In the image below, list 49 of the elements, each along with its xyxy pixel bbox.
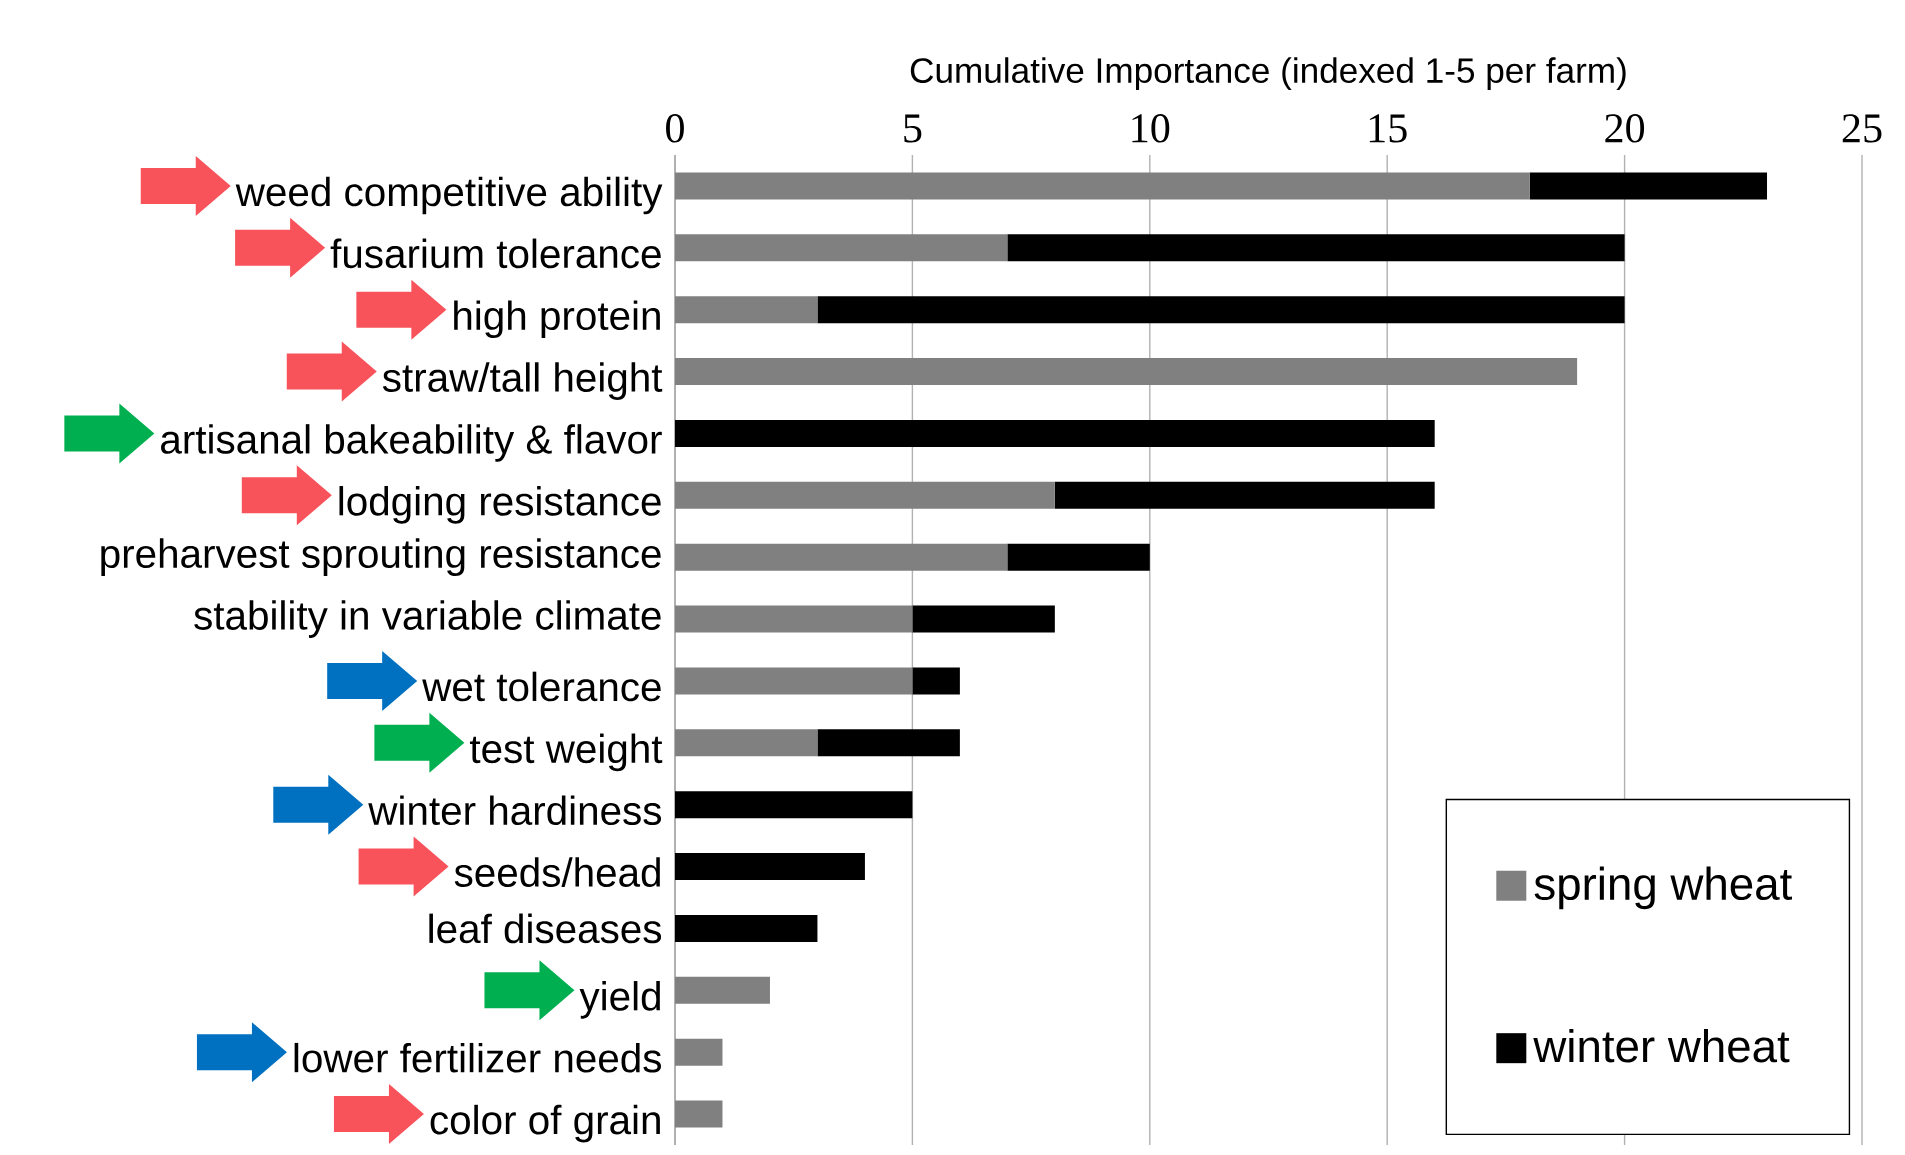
legend-label: winter wheat [1533, 1028, 1790, 1063]
y-tick-label: weed competitive ability [235, 176, 663, 215]
bar [1007, 234, 1625, 262]
y-tick-label: high protein [454, 300, 660, 339]
bar [675, 296, 818, 324]
x-tick-label: 20 [1605, 114, 1645, 143]
bar [675, 605, 913, 633]
y-tick-label: wet tolerance [422, 671, 661, 702]
legend-label: spring wheat [1534, 866, 1792, 910]
bar [675, 976, 770, 1004]
y-tick-label: straw/tall height [382, 362, 663, 400]
x-tick-label: 5 [904, 114, 922, 143]
bar [675, 481, 1055, 509]
bar [675, 172, 1530, 200]
y-tick-label: seeds/head [454, 857, 660, 887]
bar [817, 729, 960, 757]
bar [1054, 481, 1435, 509]
y-tick-label: preharvest sprouting resistance [101, 538, 661, 577]
bar [912, 667, 960, 695]
y-tick-label: winter hardiness [368, 795, 662, 826]
bar [675, 729, 818, 757]
bar [675, 234, 1008, 262]
bar [675, 791, 913, 819]
x-tick-label: 15 [1369, 114, 1407, 143]
bar [675, 1038, 723, 1066]
y-tick-label: test weight [469, 733, 663, 772]
x-tick-label: 10 [1132, 114, 1170, 143]
y-tick-label: fusarium tolerance [330, 238, 661, 269]
y-tick-label: lodging resistance [339, 486, 661, 524]
y-tick-label: yield [579, 981, 660, 1019]
y-tick-label: artisanal bakeability & flavor [161, 424, 662, 462]
bar [675, 358, 1578, 386]
bar [675, 853, 865, 881]
bar [675, 419, 1435, 447]
x-tick-label: 0 [666, 114, 684, 143]
bar [675, 1100, 723, 1128]
y-tick-label: color of grain [430, 1104, 660, 1143]
x-tick-label: 25 [1842, 114, 1882, 143]
y-tick-label: leaf diseases [429, 913, 662, 944]
y-tick-label: stability in variable climate [194, 600, 661, 638]
bar [912, 605, 1055, 633]
bar [675, 543, 1008, 571]
x-axis-title: Cumulative Importance (indexed 1-5 per farm) [910, 57, 1626, 90]
bar [1529, 172, 1768, 200]
bar [1007, 543, 1150, 571]
bar [817, 296, 1625, 324]
bar [675, 914, 818, 942]
bar [675, 667, 913, 695]
y-tick-label: lower fertilizer needs [294, 1042, 662, 1073]
